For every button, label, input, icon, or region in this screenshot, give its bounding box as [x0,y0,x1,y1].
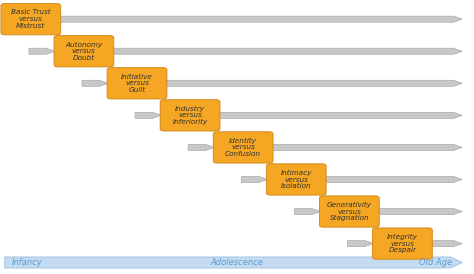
Text: Identity
versus
Confusion: Identity versus Confusion [225,138,261,157]
Text: Autonomy
versus
Doubt: Autonomy versus Doubt [65,41,102,61]
Polygon shape [431,241,462,247]
Polygon shape [82,80,108,86]
FancyBboxPatch shape [54,36,114,67]
Polygon shape [294,209,320,215]
Polygon shape [113,48,462,54]
Polygon shape [5,257,462,268]
Polygon shape [135,112,161,118]
Polygon shape [166,80,462,86]
Text: Old Age: Old Age [419,258,453,267]
Polygon shape [272,144,462,150]
FancyBboxPatch shape [160,100,220,131]
Polygon shape [378,209,462,215]
Text: Initiative
versus
Guilt: Initiative versus Guilt [121,73,153,93]
Text: Basic Trust
versus
Mistrust: Basic Trust versus Mistrust [11,9,51,29]
Polygon shape [188,144,214,150]
Text: Industry
versus
Inferiority: Industry versus Inferiority [173,105,208,125]
Polygon shape [347,241,374,247]
FancyBboxPatch shape [213,132,273,163]
Polygon shape [29,48,55,54]
Text: Infancy: Infancy [12,258,43,267]
FancyBboxPatch shape [107,68,167,99]
FancyBboxPatch shape [266,164,326,195]
FancyBboxPatch shape [373,228,432,259]
Polygon shape [60,16,462,22]
FancyBboxPatch shape [319,196,379,227]
FancyBboxPatch shape [1,4,61,35]
Polygon shape [219,112,462,118]
Text: Intimacy
versus
Isolation: Intimacy versus Isolation [281,170,312,189]
Text: Generativity
versus
Stagnation: Generativity versus Stagnation [327,202,372,221]
Text: Adolescence: Adolescence [210,258,264,267]
Polygon shape [241,176,267,182]
Polygon shape [325,176,462,182]
Text: Integrity
versus
Despair: Integrity versus Despair [387,234,418,253]
